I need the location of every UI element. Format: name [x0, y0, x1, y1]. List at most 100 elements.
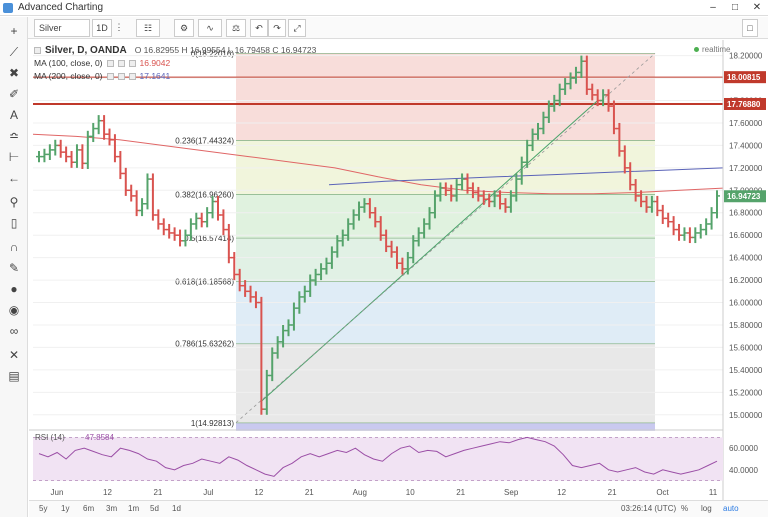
maximize-chart-icon[interactable]: □: [742, 19, 758, 37]
title-bar: Advanced Charting – □ ✕: [0, 0, 768, 16]
price-tick-label: 15.40000: [729, 366, 763, 375]
minimize-button[interactable]: –: [710, 2, 716, 13]
price-tag: [724, 71, 766, 84]
range-5d[interactable]: 5d: [150, 504, 159, 513]
fullscreen-icon[interactable]: ⤢: [288, 19, 306, 37]
text-tool-icon[interactable]: A: [9, 108, 18, 122]
log-toggle[interactable]: log: [701, 504, 712, 513]
status-dot-icon: [694, 47, 699, 52]
realtime-indicator: realtime: [694, 45, 730, 54]
price-tick-label: 16.40000: [729, 254, 763, 263]
ma200-remove-icon[interactable]: [128, 73, 136, 80]
price-tick-label: 16.00000: [729, 299, 763, 308]
date-tick-label: 21: [153, 488, 162, 497]
fib-zone: [236, 238, 655, 282]
compare-icon[interactable]: ⚖: [226, 19, 246, 37]
ma100-visibility-icon[interactable]: [117, 60, 125, 67]
price-tag: [724, 190, 766, 203]
pattern-icon[interactable]: ≏: [8, 129, 20, 143]
zoom-icon[interactable]: ⚲: [9, 195, 19, 209]
tools-icon[interactable]: ✕: [8, 348, 20, 362]
bottom-bar: 5y 1y 6m 3m 1m 5d 1d 03:26:14 (UTC) % lo…: [29, 500, 768, 517]
ma200-label: MA (200, close, 0): [34, 71, 103, 81]
fib-tool-icon[interactable]: ✖: [8, 66, 20, 80]
price-tick-label: 17.40000: [729, 141, 763, 150]
rsi-tick-label: 40.0000: [729, 466, 758, 475]
auto-toggle[interactable]: auto: [723, 504, 739, 513]
legend-toggle-icon[interactable]: [34, 47, 41, 54]
fib-zone: [236, 422, 655, 431]
rsi-band: [33, 437, 723, 481]
chart-legend: Silver, D, OANDA O 16.82955 H 16.99554 L…: [34, 44, 316, 83]
date-tick-label: 21: [456, 488, 465, 497]
price-tag-label: 17.76880: [727, 100, 761, 109]
close-button[interactable]: ✕: [752, 2, 762, 13]
trendline-icon[interactable]: ⟋: [9, 45, 19, 59]
trash-icon[interactable]: ▤: [8, 369, 20, 383]
ma200-settings-icon[interactable]: [106, 73, 114, 80]
fib-label: 0.786(15.63262): [175, 340, 234, 349]
settings-gear-icon[interactable]: ⚙: [174, 19, 194, 37]
ma100-settings-icon[interactable]: [106, 60, 114, 67]
redo-icon[interactable]: ↷: [268, 19, 286, 37]
date-tick-label: 12: [254, 488, 263, 497]
symbol-title: Silver, D, OANDA: [45, 45, 127, 56]
date-tick-label: Aug: [353, 488, 367, 497]
price-tick-label: 15.00000: [729, 411, 763, 420]
range-6m[interactable]: 6m: [83, 504, 95, 513]
date-tick-label: Jun: [51, 488, 64, 497]
pencil-lock-icon[interactable]: ✎: [8, 261, 20, 275]
eye-icon[interactable]: ◉: [8, 303, 20, 317]
fib-label: 1(14.92813): [191, 419, 234, 428]
range-1y[interactable]: 1y: [61, 504, 70, 513]
interval-select[interactable]: 1D: [92, 19, 112, 37]
fib-zone: [236, 343, 655, 423]
rsi-label: RSI (14): [35, 433, 65, 442]
ma200-visibility-icon[interactable]: [117, 73, 125, 80]
price-chart[interactable]: 0(18.22016) 0.236(17.44324) 0.382(16.96260…: [29, 40, 768, 500]
indicators-icon[interactable]: ∿: [198, 19, 222, 37]
measure-icon[interactable]: ⊢: [8, 150, 20, 164]
fib-label: 0(18.22016): [191, 49, 234, 58]
maximize-button[interactable]: □: [731, 2, 739, 13]
magnet-icon[interactable]: ∩: [9, 240, 19, 254]
realtime-label: realtime: [702, 45, 731, 54]
price-tick-label: 17.60000: [729, 119, 763, 128]
window-title: Advanced Charting: [18, 2, 104, 13]
range-1m[interactable]: 1m: [128, 504, 140, 513]
price-tick-label: 18.20000: [729, 52, 763, 61]
date-tick-label: 11: [709, 488, 718, 497]
top-toolbar: Silver 1D ⋮ ☷ ⚙ ∿ ⚖ ↶ ↷ ⤢ □: [0, 17, 768, 39]
more-icon[interactable]: ⋮: [114, 22, 124, 32]
ma100-remove-icon[interactable]: [128, 60, 136, 67]
percent-toggle[interactable]: %: [681, 504, 689, 513]
rsi-line: [38, 436, 718, 477]
price-tick-label: 15.80000: [729, 321, 763, 330]
price-tick-label: 15.20000: [729, 388, 763, 397]
ma200-line: [328, 167, 724, 186]
chart-type-icon[interactable]: ☷: [136, 19, 160, 37]
arrow-left-icon[interactable]: ←: [8, 171, 20, 185]
chart-area[interactable]: 0(18.22016) 0.236(17.44324) 0.382(16.96260…: [29, 40, 768, 517]
fib-label: 0.618(16.18568): [175, 278, 234, 287]
price-tag-label: 16.94723: [727, 192, 761, 201]
lock-icon[interactable]: ●: [10, 282, 18, 296]
symbol-input[interactable]: Silver: [34, 19, 90, 37]
date-tick-label: 12: [103, 488, 112, 497]
range-3m[interactable]: 3m: [106, 504, 118, 513]
ruler-icon[interactable]: ▯: [10, 216, 18, 230]
date-tick-label: 21: [608, 488, 617, 497]
price-tick-label: 15.60000: [729, 343, 763, 352]
undo-icon[interactable]: ↶: [250, 19, 268, 37]
range-5y[interactable]: 5y: [39, 504, 48, 513]
ohlc-readout: O 16.82955 H 16.99554 L 16.79458 C 16.94…: [134, 45, 317, 55]
link-icon[interactable]: ∞: [9, 324, 19, 338]
fib-label: 0.236(17.44324): [175, 137, 234, 146]
fib-label: 0.5(16.57414): [184, 234, 234, 243]
crosshair-icon[interactable]: +: [10, 24, 18, 38]
date-tick-label: Jul: [203, 488, 213, 497]
app-icon: [3, 3, 13, 13]
ma100-label: MA (100, close, 0): [34, 58, 103, 68]
range-1d[interactable]: 1d: [172, 504, 181, 513]
brush-icon[interactable]: ✐: [8, 87, 20, 101]
